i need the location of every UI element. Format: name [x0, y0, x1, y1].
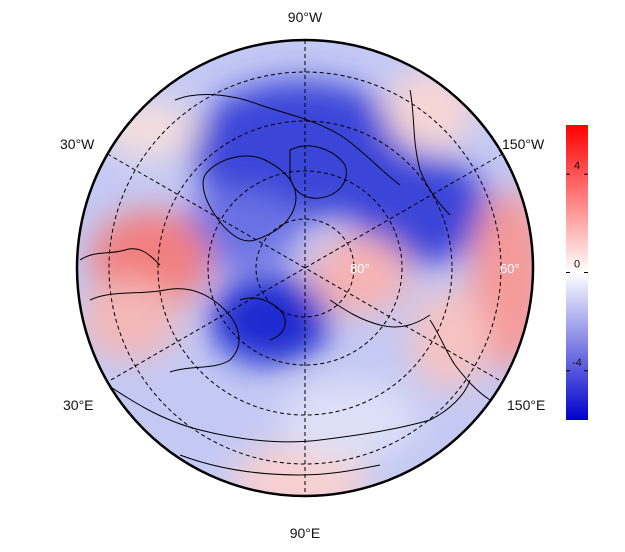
- lon-label-bottom: 90°E: [290, 525, 321, 541]
- lon-label-upper-left: 30°W: [60, 136, 95, 152]
- colorbar-tick-label: -4: [572, 357, 582, 369]
- colorbar: 4 0 -4: [566, 125, 588, 420]
- lat-label-60: 60°: [500, 261, 520, 276]
- lon-label-lower-left: 30°E: [63, 397, 94, 413]
- lat-label-80: 80°: [350, 261, 370, 276]
- anomaly-field: [77, 40, 533, 496]
- colorbar-tick-label: 0: [574, 259, 580, 271]
- graticule: [107, 40, 503, 496]
- colorbar-gradient: [566, 125, 588, 420]
- lon-label-lower-right: 150°E: [507, 397, 545, 413]
- colorbar-tick-label: 4: [574, 160, 580, 172]
- lon-label-upper-right: 150°W: [502, 136, 545, 152]
- map-boundary: [75, 38, 535, 498]
- colorbar-ticks: 4 0 -4: [566, 160, 588, 372]
- lon-label-top: 90°W: [288, 9, 323, 25]
